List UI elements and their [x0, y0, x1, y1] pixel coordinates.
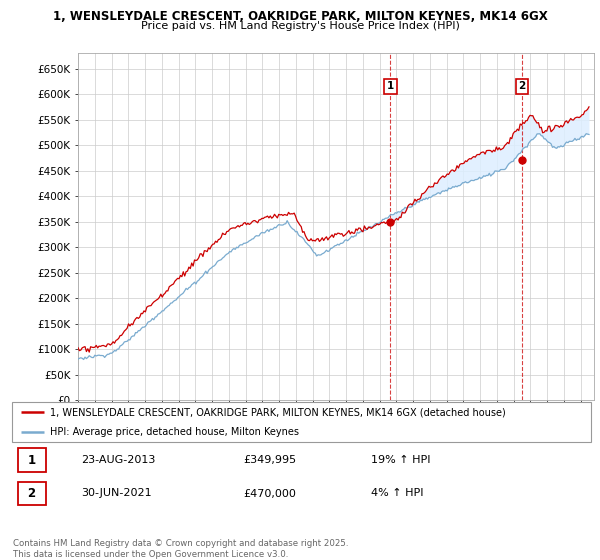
Text: 1, WENSLEYDALE CRESCENT, OAKRIDGE PARK, MILTON KEYNES, MK14 6GX (detached house): 1, WENSLEYDALE CRESCENT, OAKRIDGE PARK, …	[50, 407, 505, 417]
Text: 1: 1	[387, 81, 394, 91]
Text: 19% ↑ HPI: 19% ↑ HPI	[371, 455, 430, 465]
Text: 30-JUN-2021: 30-JUN-2021	[82, 488, 152, 498]
Text: Price paid vs. HM Land Registry's House Price Index (HPI): Price paid vs. HM Land Registry's House …	[140, 21, 460, 31]
Text: £349,995: £349,995	[244, 455, 297, 465]
Text: 1: 1	[28, 454, 36, 466]
Bar	[18, 449, 46, 472]
Text: 2: 2	[518, 81, 526, 91]
Text: 2: 2	[28, 487, 36, 500]
Text: 23-AUG-2013: 23-AUG-2013	[82, 455, 156, 465]
Text: 1, WENSLEYDALE CRESCENT, OAKRIDGE PARK, MILTON KEYNES, MK14 6GX: 1, WENSLEYDALE CRESCENT, OAKRIDGE PARK, …	[53, 10, 547, 23]
Text: HPI: Average price, detached house, Milton Keynes: HPI: Average price, detached house, Milt…	[50, 427, 299, 437]
Text: £470,000: £470,000	[244, 488, 296, 498]
Text: 4% ↑ HPI: 4% ↑ HPI	[371, 488, 424, 498]
Bar	[18, 482, 46, 505]
Text: Contains HM Land Registry data © Crown copyright and database right 2025.
This d: Contains HM Land Registry data © Crown c…	[13, 539, 349, 559]
